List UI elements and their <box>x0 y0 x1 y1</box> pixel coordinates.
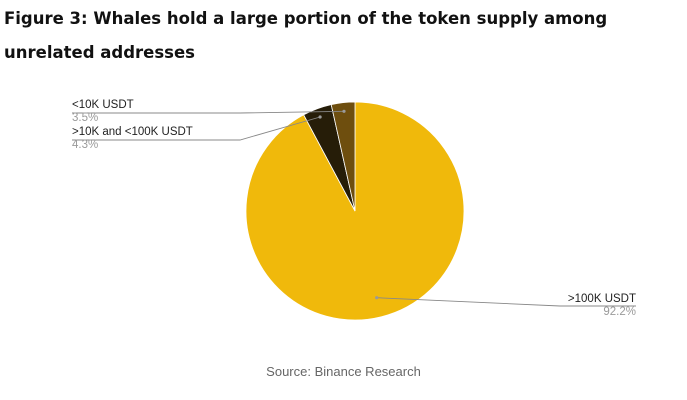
leader-dot <box>318 115 322 119</box>
slice-value-label: 4.3% <box>72 139 98 151</box>
slice-label: <10K USDT <box>72 99 134 111</box>
source-caption: Source: Binance Research <box>266 364 421 379</box>
figure-title: Figure 3: Whales hold a large portion of… <box>4 9 608 62</box>
slice-value-label: 92.2% <box>603 306 636 318</box>
slice-value-label: 3.5% <box>72 112 98 124</box>
slice-label: >10K and <100K USDT <box>72 126 193 138</box>
leader-dot <box>375 296 379 300</box>
slice-label: >100K USDT <box>568 293 636 305</box>
leader-line <box>376 297 636 307</box>
leader-line <box>72 116 321 141</box>
pie-slice-10k-usdt <box>330 101 356 212</box>
leader-dot <box>342 109 346 113</box>
leader-line <box>72 110 345 114</box>
